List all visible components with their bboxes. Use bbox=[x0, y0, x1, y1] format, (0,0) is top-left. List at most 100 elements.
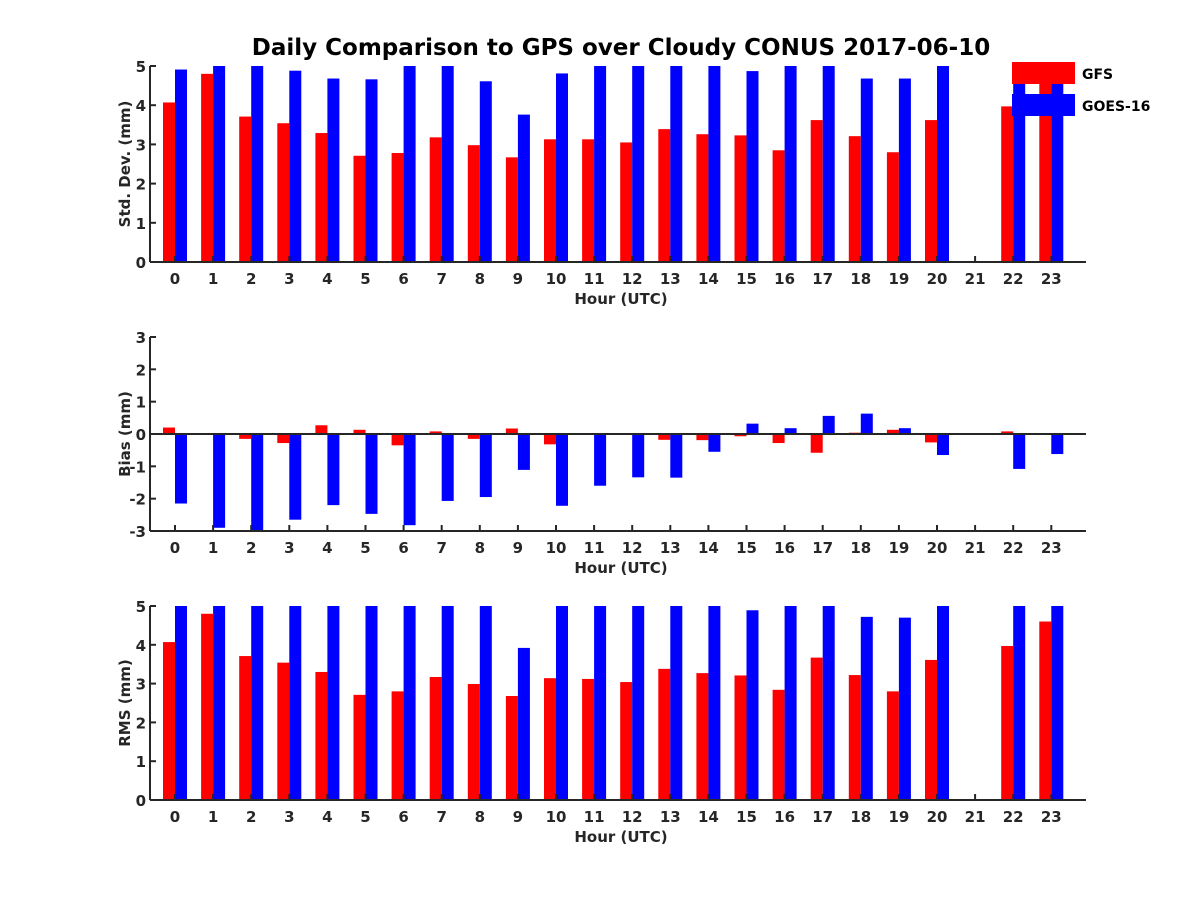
x-tick-label: 9 bbox=[513, 808, 523, 826]
bar-goes-16-hour-23 bbox=[1051, 434, 1064, 455]
x-tick-label: 14 bbox=[698, 539, 719, 557]
x-tick-label: 5 bbox=[360, 270, 370, 288]
bar-gfs-hour-15 bbox=[734, 675, 747, 800]
bar-goes-16-hour-20 bbox=[937, 606, 949, 800]
bar-goes-16-hour-2 bbox=[251, 66, 264, 262]
bar-gfs-hour-14 bbox=[696, 134, 709, 262]
bar-gfs-hour-16 bbox=[772, 434, 785, 444]
x-tick-label: 7 bbox=[436, 539, 446, 557]
x-tick-label: 16 bbox=[774, 270, 795, 288]
bar-gfs-hour-7 bbox=[429, 431, 442, 434]
bar-goes-16-hour-1 bbox=[213, 66, 226, 262]
x-tick-label: 9 bbox=[513, 270, 523, 288]
y-tick-label: 2 bbox=[136, 176, 146, 194]
x-tick-label: 21 bbox=[965, 539, 986, 557]
bar-goes-16-hour-2 bbox=[251, 434, 264, 531]
bar-gfs-hour-16 bbox=[772, 150, 785, 262]
x-tick-label: 8 bbox=[475, 270, 485, 288]
x-tick-label: 3 bbox=[284, 539, 294, 557]
bar-gfs-hour-0 bbox=[163, 427, 175, 434]
bar-goes-16-hour-11 bbox=[594, 434, 607, 486]
bar-goes-16-hour-20 bbox=[937, 66, 949, 262]
x-tick-label: 1 bbox=[208, 808, 218, 826]
bar-gfs-hour-8 bbox=[467, 434, 480, 439]
bar-gfs-hour-6 bbox=[391, 691, 404, 800]
bar-gfs-hour-11 bbox=[582, 678, 595, 800]
bar-goes-16-hour-7 bbox=[441, 606, 454, 800]
bar-goes-16-hour-22 bbox=[1013, 606, 1026, 800]
bar-goes-16-hour-18 bbox=[860, 78, 873, 262]
bar-goes-16-hour-16 bbox=[784, 428, 797, 434]
bar-goes-16-hour-10 bbox=[556, 606, 568, 800]
x-tick-label: 14 bbox=[698, 808, 719, 826]
bar-gfs-hour-8 bbox=[467, 683, 480, 800]
bar-goes-16-hour-11 bbox=[594, 606, 607, 800]
bar-gfs-hour-2 bbox=[239, 656, 252, 800]
bar-gfs-hour-20 bbox=[925, 659, 937, 800]
x-tick-label: 23 bbox=[1041, 539, 1062, 557]
bar-goes-16-hour-12 bbox=[632, 434, 645, 478]
x-tick-label: 22 bbox=[1003, 270, 1024, 288]
bar-gfs-hour-10 bbox=[544, 678, 556, 800]
x-tick-label: 18 bbox=[850, 808, 871, 826]
bar-goes-16-hour-1 bbox=[213, 434, 226, 528]
bar-gfs-hour-12 bbox=[620, 682, 633, 800]
bar-goes-16-hour-0 bbox=[175, 606, 187, 800]
x-tick-label: 17 bbox=[812, 808, 833, 826]
x-tick-label: 14 bbox=[698, 270, 719, 288]
bar-goes-16-hour-14 bbox=[708, 66, 721, 262]
bar-goes-16-hour-22 bbox=[1013, 66, 1026, 262]
bar-goes-16-hour-12 bbox=[632, 66, 645, 262]
y-tick-label: 3 bbox=[136, 329, 146, 347]
bar-gfs-hour-3 bbox=[277, 434, 290, 444]
y-tick-label: -3 bbox=[129, 523, 146, 541]
x-tick-label: 11 bbox=[584, 539, 605, 557]
x-tick-label: 15 bbox=[736, 808, 757, 826]
x-axis-label: Hour (UTC) bbox=[574, 828, 667, 846]
bar-gfs-hour-3 bbox=[277, 123, 290, 263]
bar-gfs-hour-2 bbox=[239, 116, 252, 263]
bar-goes-16-hour-5 bbox=[365, 606, 378, 800]
bar-goes-16-hour-7 bbox=[441, 434, 454, 501]
y-tick-label: 0 bbox=[136, 254, 146, 272]
x-tick-label: 23 bbox=[1041, 808, 1062, 826]
bar-goes-16-hour-9 bbox=[517, 114, 530, 262]
x-tick-label: 0 bbox=[170, 808, 180, 826]
y-tick-label: -2 bbox=[129, 491, 146, 509]
bar-gfs-hour-15 bbox=[734, 434, 747, 437]
bar-gfs-hour-22 bbox=[1001, 106, 1014, 262]
bar-goes-16-hour-8 bbox=[479, 434, 492, 498]
bar-goes-16-hour-15 bbox=[746, 610, 759, 800]
bar-gfs-hour-13 bbox=[658, 668, 671, 800]
bar-goes-16-hour-6 bbox=[403, 66, 416, 262]
x-tick-label: 7 bbox=[436, 270, 446, 288]
bar-goes-16-hour-9 bbox=[517, 647, 530, 800]
x-tick-label: 22 bbox=[1003, 808, 1024, 826]
x-tick-label: 2 bbox=[246, 270, 256, 288]
bar-gfs-hour-1 bbox=[201, 613, 214, 800]
x-tick-label: 5 bbox=[360, 808, 370, 826]
bar-gfs-hour-7 bbox=[429, 137, 442, 262]
x-tick-label: 8 bbox=[475, 808, 485, 826]
y-tick-label: 1 bbox=[136, 394, 146, 412]
bar-gfs-hour-16 bbox=[772, 689, 785, 800]
bar-goes-16-hour-19 bbox=[898, 78, 911, 262]
x-tick-label: 0 bbox=[170, 539, 180, 557]
y-tick-label: 1 bbox=[136, 753, 146, 771]
x-tick-label: 2 bbox=[246, 539, 256, 557]
bar-goes-16-hour-14 bbox=[708, 606, 721, 800]
bar-goes-16-hour-1 bbox=[213, 606, 226, 800]
chart-title: Daily Comparison to GPS over Cloudy CONU… bbox=[252, 35, 990, 61]
x-tick-label: 15 bbox=[736, 539, 757, 557]
bar-goes-16-hour-7 bbox=[441, 66, 454, 262]
x-tick-label: 7 bbox=[436, 808, 446, 826]
bar-goes-16-hour-19 bbox=[898, 617, 911, 800]
bar-gfs-hour-10 bbox=[544, 434, 556, 445]
x-tick-label: 4 bbox=[322, 808, 332, 826]
bar-gfs-hour-6 bbox=[391, 434, 404, 446]
y-tick-label: -1 bbox=[129, 458, 146, 476]
x-tick-label: 4 bbox=[322, 270, 332, 288]
x-axis-label: Hour (UTC) bbox=[574, 290, 667, 308]
x-tick-label: 20 bbox=[927, 808, 948, 826]
